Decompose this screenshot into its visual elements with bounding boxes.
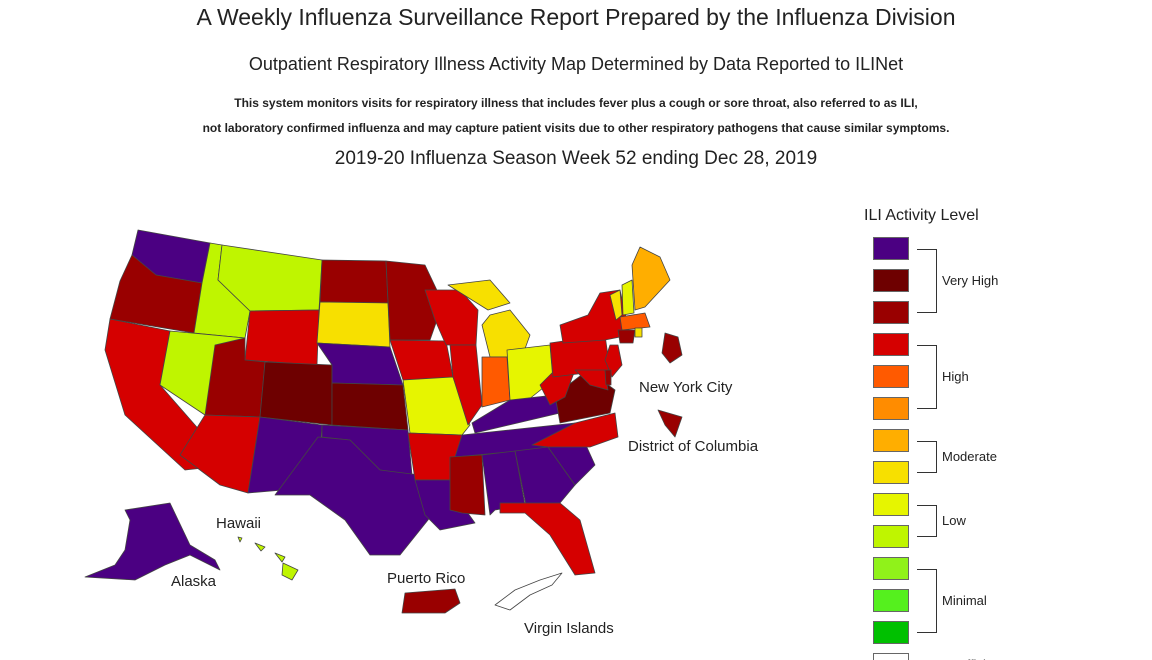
legend-swatch-level-0 xyxy=(873,653,909,660)
legend-swatch-level-8 xyxy=(873,397,909,420)
ili-activity-legend: ILI Activity Level Very High High Moderate… xyxy=(850,205,1150,660)
city-new-york-city[interactable] xyxy=(661,332,683,364)
state-maryland[interactable] xyxy=(574,369,609,391)
territory-virgin-islands[interactable] xyxy=(494,572,563,611)
legend-swatch-level-13 xyxy=(873,237,909,260)
state-kansas[interactable] xyxy=(331,382,409,431)
legend-swatch-level-5 xyxy=(873,493,909,516)
legend-swatch-level-4 xyxy=(873,525,909,548)
state-new-hampshire[interactable] xyxy=(621,279,635,316)
description-line-2: not laboratory confirmed influenza and m… xyxy=(202,121,950,135)
label-alaska: Alaska xyxy=(171,573,217,590)
legend-insufficient-label: Insufficient Data xyxy=(942,657,1035,660)
legend-swatch-level-3 xyxy=(873,557,909,580)
state-connecticut[interactable] xyxy=(617,329,636,344)
state-missouri[interactable] xyxy=(402,376,471,436)
report-title: A Weekly Influenza Surveillance Report P… xyxy=(196,4,956,30)
label-virgin-islands: Virgin Islands xyxy=(524,620,614,637)
legend-bracket xyxy=(917,504,937,537)
state-south-dakota[interactable] xyxy=(316,301,391,348)
territory-puerto-rico[interactable] xyxy=(401,588,461,614)
state-arizona[interactable] xyxy=(179,414,261,494)
state-hawaii[interactable] xyxy=(237,536,299,581)
state-vermont[interactable] xyxy=(609,289,623,321)
legend-swatch-level-11 xyxy=(873,301,909,324)
state-delaware[interactable] xyxy=(604,369,612,386)
map-subtitle: Outpatient Respiratory Illness Activity … xyxy=(248,54,904,74)
label-new-york-city: New York City xyxy=(639,379,733,396)
us-ili-activity-map xyxy=(84,229,683,614)
state-mississippi[interactable] xyxy=(449,454,486,516)
legend-group-label: Minimal xyxy=(942,592,987,608)
label-district-of-columbia: District of Columbia xyxy=(628,438,759,455)
legend-swatch-level-2 xyxy=(873,589,909,612)
state-maine[interactable] xyxy=(631,246,671,311)
state-georgia[interactable] xyxy=(514,446,576,506)
state-florida[interactable] xyxy=(499,502,596,576)
label-puerto-rico: Puerto Rico xyxy=(387,570,466,587)
legend-bracket xyxy=(917,440,937,473)
legend-bracket xyxy=(917,248,937,313)
state-texas[interactable] xyxy=(274,436,433,556)
state-alaska[interactable] xyxy=(84,502,221,581)
legend-swatch-level-12 xyxy=(873,269,909,292)
legend-group-label: High xyxy=(942,368,969,384)
state-colorado[interactable] xyxy=(259,361,333,426)
description-line-1: This system monitors visits for respirat… xyxy=(234,96,918,110)
state-massachusetts[interactable] xyxy=(619,312,651,331)
season-week-heading: 2019-20 Influenza Season Week 52 ending … xyxy=(334,148,818,169)
legend-swatch-level-7 xyxy=(873,429,909,452)
state-indiana[interactable] xyxy=(481,356,511,408)
state-new-jersey[interactable] xyxy=(604,344,623,378)
legend-title: ILI Activity Level xyxy=(864,207,979,224)
district-of-columbia[interactable] xyxy=(657,409,683,438)
state-wyoming[interactable] xyxy=(244,309,320,366)
legend-swatch-level-6 xyxy=(873,461,909,484)
legend-group-label: Very High xyxy=(942,272,999,288)
state-north-dakota[interactable] xyxy=(319,259,389,304)
legend-group-label: Low xyxy=(942,512,966,528)
legend-swatch-level-9 xyxy=(873,365,909,388)
legend-bracket xyxy=(917,344,937,409)
state-rhode-island[interactable] xyxy=(634,327,643,338)
legend-swatch-level-10 xyxy=(873,333,909,356)
legend-swatch-level-1 xyxy=(873,621,909,644)
label-hawaii: Hawaii xyxy=(216,515,262,532)
legend-group-label: Moderate xyxy=(942,448,997,464)
legend-bracket xyxy=(917,568,937,633)
state-illinois[interactable] xyxy=(449,344,483,426)
state-north-carolina[interactable] xyxy=(531,412,619,448)
